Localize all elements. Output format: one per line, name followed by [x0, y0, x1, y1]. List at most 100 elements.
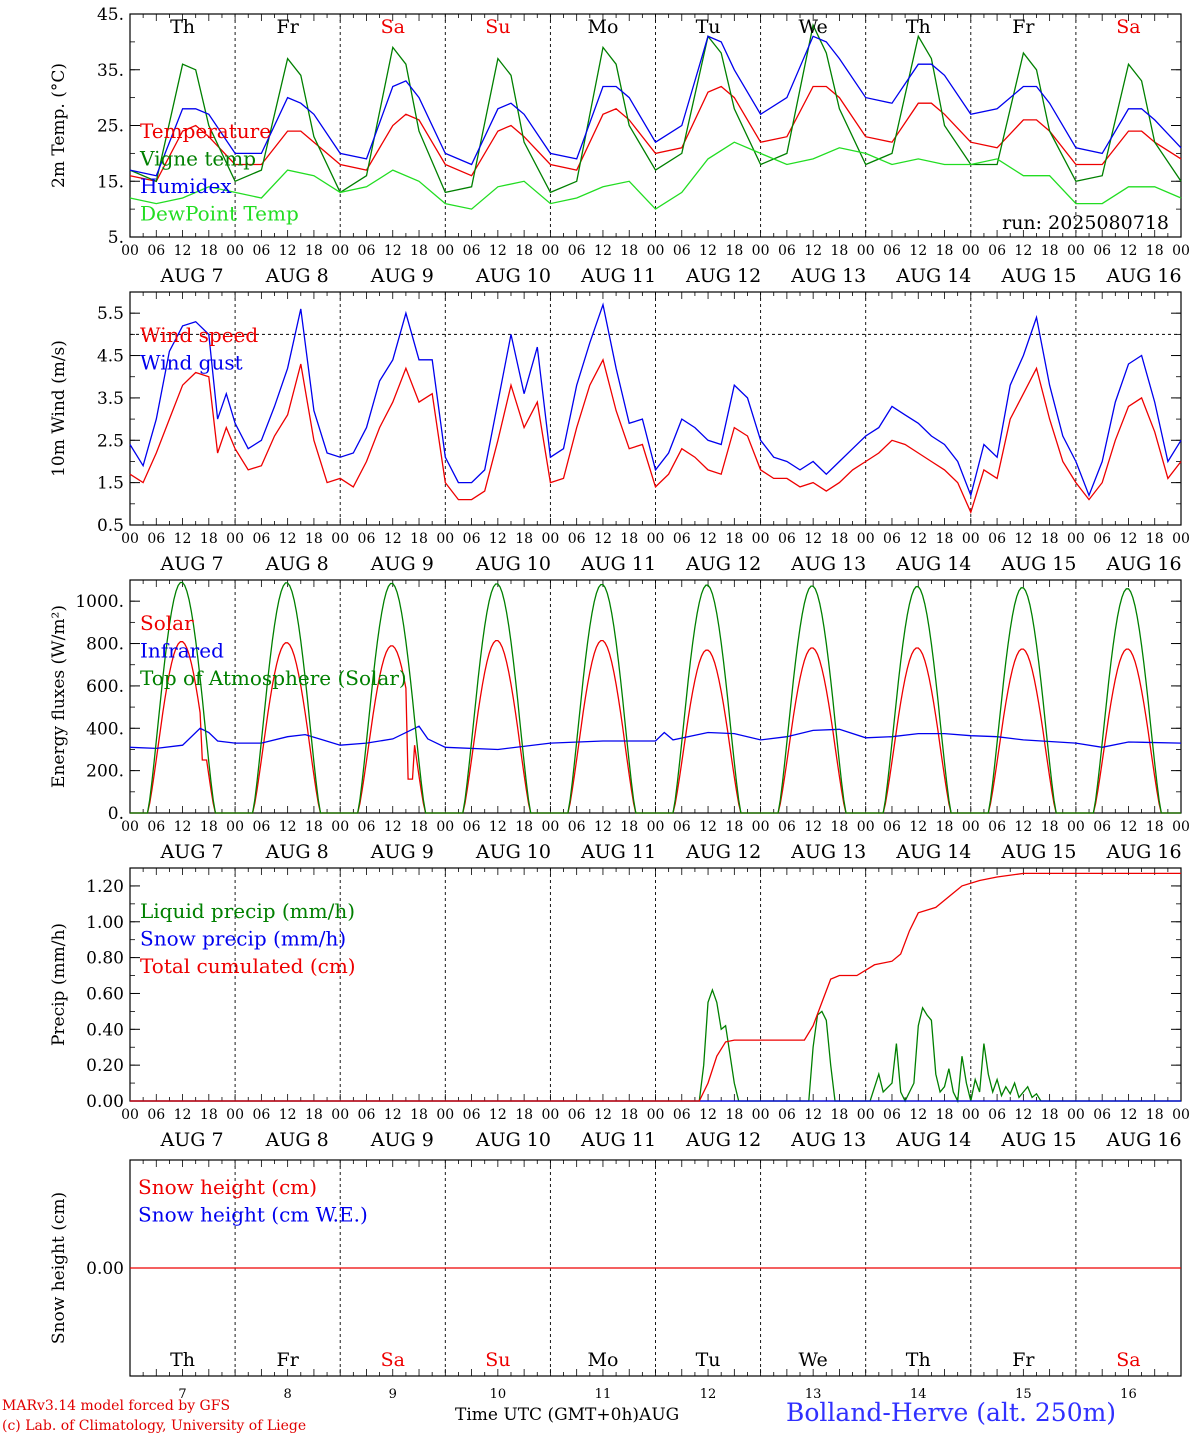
y-tick-label: 5.	[108, 228, 124, 248]
date-label: AUG 13	[790, 265, 866, 287]
hour-tick-label: 12	[1014, 531, 1032, 547]
date-label: AUG 10	[475, 265, 551, 287]
hour-tick-label: 06	[463, 531, 481, 547]
hour-tick-label: 06	[883, 243, 901, 259]
hour-tick-label: 06	[673, 531, 691, 547]
y-tick-label: 3.5	[97, 389, 124, 409]
y-tick-label: 0.80	[86, 949, 124, 969]
hour-tick-label: 00	[1172, 531, 1190, 547]
date-label: AUG 14	[895, 841, 971, 863]
hour-tick-label: 00	[962, 819, 980, 835]
date-label: AUG 9	[370, 1129, 434, 1151]
panel-2: 0.5 1.5 2.5 3.5 4.5 5.5 10m Wind (m/s) Wind spe…	[49, 291, 1190, 575]
hour-tick-label: 00	[752, 819, 770, 835]
hour-tick-label: 12	[699, 531, 717, 547]
hour-tick-label: 00	[226, 1107, 244, 1123]
hour-tick-label: 18	[1146, 531, 1164, 547]
hour-tick-label: 12	[909, 531, 927, 547]
y-axis-label: Precip (mm/h)	[49, 923, 69, 1046]
hour-tick-label: 12	[1014, 243, 1032, 259]
hour-tick-label: 06	[988, 243, 1006, 259]
date-label: AUG 15	[1000, 265, 1076, 287]
hour-tick-label: 00	[226, 819, 244, 835]
hour-tick-label: 06	[568, 1107, 586, 1123]
hour-tick-label: 12	[489, 1107, 507, 1123]
y-tick-label: 25.	[97, 117, 124, 137]
hour-tick-label: 00	[121, 1107, 139, 1123]
y-tick-label: 0.20	[86, 1056, 124, 1076]
weekday-label: We	[799, 1349, 828, 1371]
hour-tick-label: 12	[279, 1107, 297, 1123]
hour-tick-label: 18	[200, 531, 218, 547]
hour-tick-label: 18	[305, 243, 323, 259]
day-number-label: 14	[910, 1387, 927, 1402]
series-wind-gust	[129, 302, 1182, 498]
hour-tick-label: 06	[1093, 243, 1111, 259]
hour-tick-label: 12	[1120, 1107, 1138, 1123]
hour-tick-label: 00	[752, 1107, 770, 1123]
hour-tick-label: 12	[174, 243, 192, 259]
y-tick-label: 600.	[86, 677, 124, 697]
day-number-label: 8	[284, 1387, 292, 1402]
hour-tick-label: 18	[936, 531, 954, 547]
legend-entry: Snow precip (mm/h)	[140, 927, 346, 951]
legend-entry: Temperature	[140, 119, 271, 143]
hour-tick-label: 12	[909, 1107, 927, 1123]
y-axis-label: 2m Temp. (°C)	[49, 63, 69, 188]
date-label: AUG 7	[160, 553, 224, 575]
weekday-label: Tu	[696, 1349, 721, 1371]
hour-tick-label: 00	[541, 243, 559, 259]
run-annotation: run: 2025080718	[1002, 212, 1169, 234]
hour-tick-label: 18	[515, 819, 533, 835]
hour-tick-label: 00	[647, 1107, 665, 1123]
hour-tick-label: 06	[358, 243, 376, 259]
hour-tick-label: 12	[804, 1107, 822, 1123]
weekday-label: Fr	[277, 1349, 300, 1371]
legend-entry: Snow height (cm W.E.)	[138, 1203, 368, 1227]
hour-tick-label: 06	[988, 819, 1006, 835]
date-label: AUG 7	[160, 265, 224, 287]
date-label: AUG 13	[790, 841, 866, 863]
hour-tick-label: 00	[1067, 531, 1085, 547]
date-label: AUG 11	[580, 841, 656, 863]
date-label: AUG 16	[1105, 265, 1181, 287]
day-number-label: 13	[805, 1387, 822, 1402]
hour-tick-label: 00	[1172, 819, 1190, 835]
hour-tick-label: 12	[279, 531, 297, 547]
weekday-label: Fr	[1012, 16, 1035, 38]
legend-entry: Vigne temp	[139, 147, 256, 171]
date-label: AUG 9	[370, 553, 434, 575]
hour-tick-label: 18	[410, 819, 428, 835]
hour-tick-label: 18	[1041, 819, 1059, 835]
hour-tick-label: 06	[673, 1107, 691, 1123]
hour-tick-label: 18	[1146, 243, 1164, 259]
y-tick-label: 1000.	[75, 592, 124, 612]
hour-tick-label: 12	[699, 243, 717, 259]
hour-tick-label: 18	[515, 531, 533, 547]
day-number-label: 11	[595, 1387, 612, 1402]
hour-tick-label: 00	[331, 243, 349, 259]
date-label: AUG 16	[1105, 841, 1181, 863]
hour-tick-label: 18	[936, 243, 954, 259]
weekday-label: Fr	[277, 16, 300, 38]
hour-tick-label: 06	[463, 819, 481, 835]
hour-tick-label: 06	[358, 531, 376, 547]
legend-entry: Total cumulated (cm)	[140, 954, 356, 978]
y-axis-label: Snow height (cm)	[49, 1192, 69, 1344]
panel-1: 5. 15. 25. 35. 45. 2m Temp. (°C) Temperature Vi…	[49, 5, 1190, 287]
hour-tick-label: 18	[620, 1107, 638, 1123]
series-infrared	[129, 725, 1182, 751]
hour-tick-label: 12	[174, 819, 192, 835]
legend-entry: Wind speed	[140, 323, 258, 347]
hour-tick-label: 12	[1014, 1107, 1032, 1123]
hour-tick-label: 06	[778, 1107, 796, 1123]
hour-tick-label: 00	[1067, 243, 1085, 259]
hour-tick-label: 18	[725, 1107, 743, 1123]
hour-tick-label: 00	[752, 531, 770, 547]
date-label: AUG 14	[895, 265, 971, 287]
hour-tick-label: 18	[936, 1107, 954, 1123]
model-credit: MARv3.14 model forced by GFS	[2, 1398, 231, 1414]
hour-tick-label: 12	[804, 531, 822, 547]
series-top-of-atmosphere-solar-	[130, 581, 1181, 814]
